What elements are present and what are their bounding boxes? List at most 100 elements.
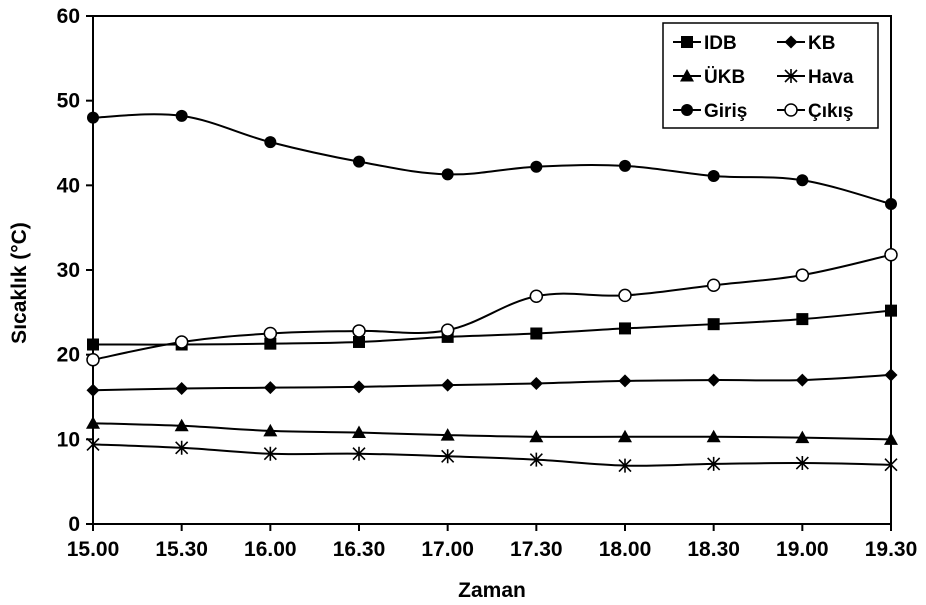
data-point (352, 446, 366, 461)
series-line (92, 422, 892, 441)
legend: IDB KB ÜKB Hava Giriş Çıkış (662, 22, 879, 129)
x-tick-label: 15.00 (67, 538, 120, 561)
data-point (529, 376, 543, 390)
legend-label: IDB (704, 33, 737, 54)
series-line (92, 113, 892, 205)
data-point (529, 452, 543, 467)
data-point (618, 374, 632, 388)
legend-marker (784, 35, 798, 49)
legend-label: Hava (808, 67, 854, 88)
data-point (618, 288, 632, 303)
data-point (618, 458, 632, 473)
data-point (706, 429, 721, 443)
data-point (707, 318, 720, 331)
data-point (795, 456, 809, 471)
legend-label: KB (808, 33, 835, 54)
x-tick-label: 17.30 (510, 538, 563, 561)
data-point (707, 373, 721, 387)
data-point (87, 338, 99, 351)
x-tick-label: 16.30 (333, 538, 386, 561)
legend-marker (784, 69, 798, 83)
data-point (707, 456, 721, 471)
series-5 (87, 109, 897, 210)
data-point (264, 337, 277, 350)
x-axis-title: Zaman (458, 579, 526, 602)
data-point (796, 174, 809, 187)
data-point (175, 109, 188, 122)
data-point (530, 327, 543, 340)
data-point (175, 382, 189, 396)
data-point (795, 373, 809, 387)
x-tick-label: 19.00 (776, 538, 829, 561)
legend-label: ÜKB (704, 67, 745, 88)
y-tick-label: 60 (57, 5, 80, 28)
legend-item: Çıkış (777, 101, 853, 122)
data-point (263, 446, 277, 461)
data-point (529, 289, 544, 303)
legend-item: IDB (673, 33, 737, 54)
legend-item: ÜKB (673, 67, 745, 88)
y-tick-label: 20 (57, 344, 80, 367)
data-point (885, 197, 897, 210)
data-point (352, 380, 366, 394)
series-1 (87, 304, 897, 351)
data-point (441, 168, 454, 181)
data-point (706, 278, 721, 292)
axis-ticks: 0 10 20 30 40 50 60 15.00 15.30 16.00 16.30 17.00 17… (57, 5, 918, 561)
data-point (352, 425, 366, 439)
data-point (174, 335, 189, 349)
data-point (440, 428, 455, 441)
data-point (440, 323, 455, 337)
data-point (263, 326, 278, 341)
y-axis-title: Sıcaklık (°C) (8, 222, 31, 344)
legend-marker (681, 36, 693, 48)
data-point (530, 160, 543, 173)
data-point (86, 416, 100, 429)
data-point (174, 418, 189, 432)
data-point (795, 430, 810, 444)
data-point (884, 248, 898, 262)
series-3 (86, 416, 898, 445)
x-tick-label: 19.30 (865, 538, 918, 561)
y-tick-label: 0 (68, 513, 80, 536)
data-point (795, 268, 810, 282)
series-line (92, 309, 892, 346)
data-point (175, 440, 189, 455)
data-point (264, 136, 277, 149)
series-line (92, 373, 892, 392)
data-point (263, 423, 278, 437)
x-tick-label: 18.30 (687, 538, 740, 561)
series-4 (86, 437, 898, 473)
data-point (884, 368, 898, 382)
data-point (441, 378, 455, 392)
legend-label: Giriş (704, 101, 747, 122)
x-tick-label: 15.30 (155, 538, 208, 561)
data-point (618, 429, 632, 443)
data-point (352, 324, 366, 338)
data-point (86, 352, 100, 367)
series-line (92, 253, 892, 361)
x-tick-label: 16.00 (244, 538, 297, 561)
series-2 (86, 368, 898, 397)
y-tick-label: 30 (57, 259, 80, 282)
y-tick-label: 50 (57, 90, 80, 113)
data-point (707, 170, 720, 183)
data-point (796, 313, 809, 326)
series-layer (86, 109, 898, 473)
data-point (884, 432, 898, 445)
x-tick-label: 18.00 (599, 538, 652, 561)
data-point (87, 111, 99, 124)
data-point (86, 383, 100, 397)
y-tick-label: 10 (57, 428, 80, 451)
legend-marker (680, 69, 694, 82)
legend-item: Hava (777, 67, 854, 88)
legend-marker (681, 104, 693, 116)
data-point (619, 159, 631, 172)
x-tick-label: 17.00 (421, 538, 474, 561)
data-point (441, 449, 455, 464)
data-point (884, 457, 898, 472)
legend-item: Giriş (673, 101, 747, 122)
data-point (353, 335, 365, 348)
data-point (529, 429, 544, 443)
